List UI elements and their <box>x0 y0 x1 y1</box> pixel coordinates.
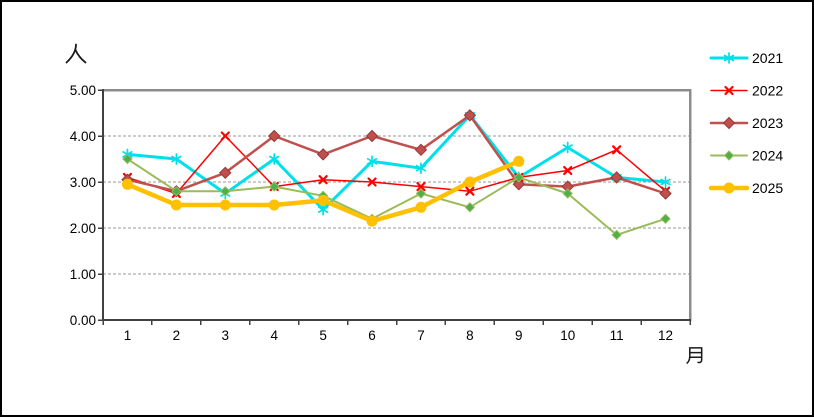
marker-diamond <box>464 202 476 213</box>
y-axis-unit-icon <box>65 43 87 64</box>
marker-diamond <box>269 181 280 192</box>
marker-diamond <box>513 172 524 183</box>
marker-diamond <box>610 171 623 184</box>
marker-circle <box>464 176 476 188</box>
marker-circle <box>317 194 329 206</box>
marker-diamond <box>722 116 736 130</box>
y-tick-label: 4.00 <box>70 129 96 144</box>
x-tick-label: 6 <box>368 328 376 343</box>
series-line-2023 <box>126 114 667 195</box>
marker-diamond <box>122 153 133 165</box>
y-tick-label: 0.00 <box>70 313 96 328</box>
series-2024 <box>122 153 671 241</box>
marker-asterisk <box>269 155 280 163</box>
series-line-2024 <box>126 158 667 236</box>
x-tick-label: 3 <box>222 328 230 343</box>
marker-circle <box>723 182 735 194</box>
marker-diamond <box>723 150 735 161</box>
x-axis-unit-icon <box>686 347 703 364</box>
legend-item-2024: 2024 <box>710 148 783 164</box>
marker-x <box>416 181 426 192</box>
series-2023 <box>121 109 672 200</box>
x-unit-stroke <box>686 347 691 364</box>
x-tick-label: 4 <box>270 328 278 343</box>
y-tick-label: 5.00 <box>70 83 96 98</box>
x-tick-label: 9 <box>515 328 523 343</box>
marker-x <box>220 131 230 141</box>
marker-circle <box>219 199 231 211</box>
x-tick-label: 11 <box>610 328 624 343</box>
marker-diamond <box>414 143 428 157</box>
marker-circle <box>121 178 133 190</box>
marker-diamond <box>512 178 525 191</box>
y-tick-label: 3.00 <box>70 175 96 190</box>
marker-diamond <box>365 129 379 143</box>
x-tick-label: 5 <box>319 328 327 343</box>
marker-x <box>318 175 328 185</box>
marker-circle <box>513 155 525 167</box>
x-tick-label: 12 <box>658 328 673 343</box>
marker-x <box>724 85 734 96</box>
marker-x <box>367 177 377 187</box>
marker-asterisk <box>660 178 671 186</box>
legend-item-2023: 2023 <box>709 115 783 131</box>
x-tick-label: 7 <box>417 328 425 343</box>
marker-circle <box>366 215 378 227</box>
marker-circle <box>268 199 280 211</box>
y-unit-stroke <box>74 49 87 64</box>
legend-item-2022: 2022 <box>710 83 783 99</box>
y-tick-label: 2.00 <box>70 221 96 236</box>
marker-asterisk <box>562 144 573 151</box>
x-tick-label: 8 <box>466 328 474 343</box>
marker-diamond <box>171 185 182 197</box>
marker-x <box>612 145 622 155</box>
marker-x <box>465 186 475 196</box>
marker-asterisk <box>415 164 427 172</box>
marker-diamond <box>415 188 427 199</box>
marker-diamond <box>316 148 330 161</box>
legend-item-2025: 2025 <box>708 180 783 196</box>
x-unit-stroke <box>689 347 703 364</box>
marker-diamond <box>659 187 672 200</box>
x-tick-label: 2 <box>173 328 181 343</box>
x-tick-label: 10 <box>560 328 575 343</box>
legend-label: 2021 <box>752 50 783 66</box>
y-unit-stroke <box>65 43 77 64</box>
marker-diamond <box>268 129 281 143</box>
legend-label: 2023 <box>752 115 783 131</box>
marker-diamond <box>562 188 573 199</box>
series-line-2021 <box>125 113 668 212</box>
marker-asterisk <box>366 157 378 165</box>
legend-label: 2025 <box>752 180 783 196</box>
marker-diamond <box>660 213 671 225</box>
marker-asterisk <box>317 206 329 213</box>
marker-x <box>563 165 573 176</box>
marker-circle <box>415 201 427 213</box>
series-line-2022 <box>126 135 667 195</box>
marker-asterisk <box>171 155 182 163</box>
marker-asterisk <box>723 54 735 62</box>
marker-diamond <box>219 166 232 180</box>
marker-diamond <box>611 229 622 241</box>
marker-circle <box>170 199 182 211</box>
marker-diamond <box>463 109 477 122</box>
series-2025 <box>121 155 525 227</box>
legend-label: 2024 <box>752 148 783 164</box>
legend-label: 2022 <box>752 83 783 99</box>
legend-item-2021: 2021 <box>709 50 783 66</box>
marker-diamond <box>220 185 231 197</box>
x-tick-label: 1 <box>124 328 132 343</box>
y-tick-label: 1.00 <box>70 267 96 282</box>
